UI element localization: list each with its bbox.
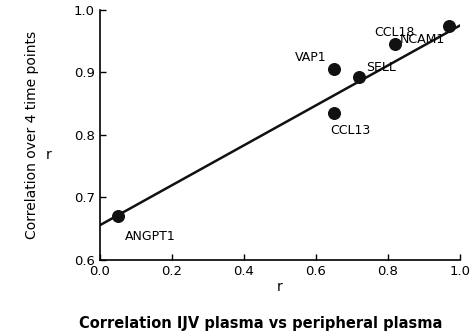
Text: VAP1: VAP1 (295, 51, 327, 64)
Text: CCL18: CCL18 (375, 26, 415, 39)
Point (445, 23, 453, 28)
Text: r: r (46, 148, 52, 162)
Point (114, 213, 121, 219)
Text: NCAM1: NCAM1 (400, 33, 446, 46)
Point (330, 110, 337, 116)
X-axis label: r: r (277, 280, 283, 294)
Point (391, 42, 399, 47)
Point (355, 74, 363, 80)
Point (330, 67, 337, 72)
Y-axis label: Correlation over 4 time points: Correlation over 4 time points (25, 31, 39, 239)
Text: CCL13: CCL13 (330, 124, 370, 137)
Text: SELL: SELL (366, 61, 396, 74)
Text: ANGPT1: ANGPT1 (125, 230, 175, 243)
Text: Correlation IJV plasma vs peripheral plasma: Correlation IJV plasma vs peripheral pla… (79, 316, 442, 331)
